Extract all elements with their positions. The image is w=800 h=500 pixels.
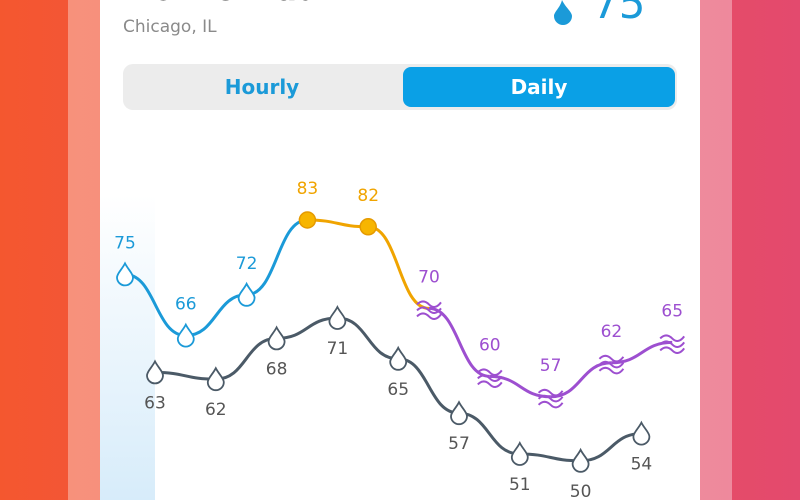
wind-icon (416, 300, 442, 320)
low-icon (206, 366, 225, 392)
high-line (124, 272, 186, 338)
high-label: 75 (114, 233, 136, 253)
low-label: 71 (327, 339, 349, 359)
low-line (154, 370, 216, 381)
low-icon (632, 420, 651, 446)
low-label: 68 (266, 359, 288, 379)
low-icon (510, 440, 529, 466)
sun-icon (359, 218, 377, 236)
today-highlight (100, 195, 155, 500)
high-line (185, 293, 247, 338)
high-label: 60 (479, 335, 501, 355)
high-label: 70 (418, 267, 440, 287)
low-icon (450, 400, 468, 426)
high-line (550, 361, 612, 399)
wind-icon (598, 354, 625, 375)
high-label: 65 (661, 301, 683, 321)
low-label: 65 (387, 380, 409, 400)
low-line (458, 411, 520, 456)
low-line (276, 316, 338, 340)
high-line (367, 225, 430, 310)
high-label: 82 (357, 186, 379, 206)
high-label: 83 (297, 179, 319, 199)
high-label: 62 (601, 322, 623, 342)
tab[interactable]: Daily (511, 75, 568, 99)
low-line (215, 336, 277, 381)
title: Mom & Dad (123, 0, 318, 8)
wind-icon (659, 334, 685, 354)
wind-icon (477, 368, 503, 388)
low-line (519, 452, 581, 463)
tab-selected[interactable] (403, 67, 675, 107)
high-line (246, 218, 308, 297)
low-icon (328, 304, 347, 330)
tab[interactable]: Hourly (225, 75, 299, 99)
low-label: 54 (631, 455, 653, 475)
low-label: 50 (570, 482, 592, 500)
low-icon (389, 345, 408, 371)
low-label: 51 (509, 475, 531, 495)
high-line (307, 218, 369, 229)
high-label: 66 (175, 295, 197, 315)
rain-icon (176, 322, 195, 348)
low-icon (267, 325, 286, 351)
low-label: 57 (448, 434, 470, 454)
low-icon (571, 447, 590, 473)
low-label: 63 (144, 393, 166, 413)
high-label: 72 (236, 254, 258, 274)
high-label: 57 (540, 356, 562, 376)
sun-icon (298, 211, 317, 229)
low-label: 62 (205, 400, 227, 420)
low-icon (146, 359, 164, 385)
wind-icon (537, 388, 564, 409)
rain-icon (116, 261, 134, 287)
rain-icon (237, 281, 256, 307)
rain-icon (554, 0, 572, 25)
low-line (337, 316, 399, 361)
current-temp: 75° (592, 0, 666, 28)
location: Chicago, IL (123, 17, 217, 37)
high-line (611, 340, 673, 365)
